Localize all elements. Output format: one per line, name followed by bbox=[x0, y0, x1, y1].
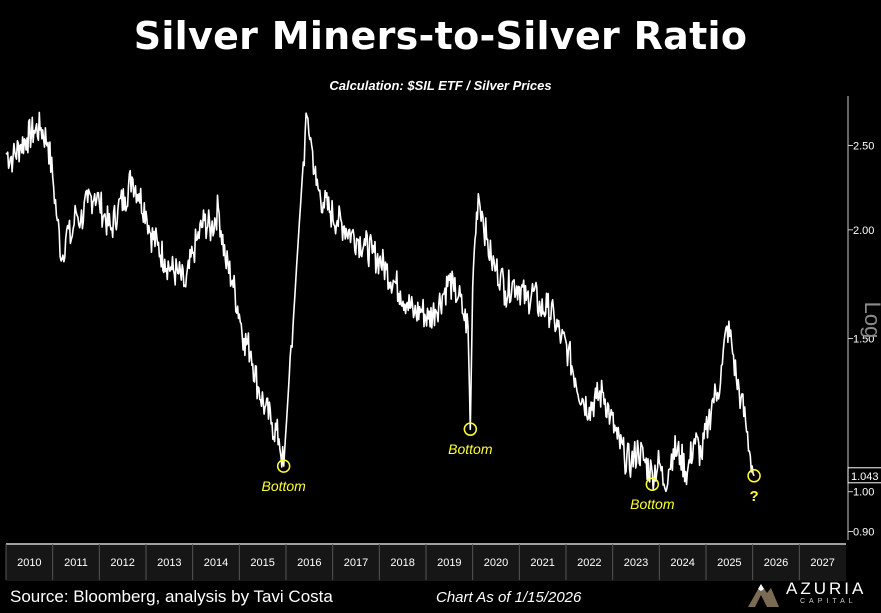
annotations-layer: Bottom Bottom Bottom? bbox=[261, 422, 761, 512]
x-tick-label: 2025 bbox=[717, 557, 741, 569]
x-tick-label: 2016 bbox=[297, 557, 321, 569]
x-tick-label: 2012 bbox=[110, 557, 134, 569]
bottom-marker-circle bbox=[747, 469, 761, 483]
x-tick-label: 2026 bbox=[764, 557, 788, 569]
x-tick-label: 2018 bbox=[390, 557, 414, 569]
y-tick-label: 1.00 bbox=[853, 487, 874, 499]
series-layer bbox=[5, 111, 755, 493]
logo-name: AZURIA bbox=[786, 579, 867, 598]
source-note: Source: Bloomberg, analysis by Tavi Cost… bbox=[10, 587, 333, 606]
logo-subtitle: CAPITAL bbox=[800, 598, 857, 605]
x-tick-label: 2022 bbox=[577, 557, 601, 569]
y-axis: 0.90 1.00 1.50 2.00 2.50 bbox=[848, 141, 874, 539]
bottom-label: Bottom bbox=[448, 441, 493, 457]
x-tick-label: 2010 bbox=[17, 557, 41, 569]
bottom-marker-circle bbox=[276, 459, 291, 473]
x-tick-label: 2027 bbox=[810, 557, 834, 569]
series-line bbox=[5, 111, 755, 493]
x-tick-label: 2014 bbox=[204, 557, 228, 569]
y-tick-label: 2.50 bbox=[853, 141, 874, 153]
y-tick-label: 1.50 bbox=[853, 334, 874, 346]
x-tick-label: 2015 bbox=[250, 557, 274, 569]
x-axis: 2010 2011 2012 2013 2014 2015 2016 2017 2018 2019… bbox=[5, 543, 846, 581]
x-tick-label: 2024 bbox=[670, 557, 694, 569]
last-value-marker: 1.043 bbox=[847, 467, 881, 484]
chart-as-of: Chart As of 1/15/2026 bbox=[436, 589, 582, 606]
plot-area: 0.90 1.00 1.50 2.00 2.50 Bottom Bottom Bottom?… bbox=[5, 96, 881, 540]
bottom-label: Bottom bbox=[630, 496, 675, 512]
x-axis-ticks: 2010 2011 2012 2013 2014 2015 2016 2017 2018 2019… bbox=[5, 544, 835, 580]
y-axis-label: Log bbox=[860, 302, 881, 339]
x-tick-label: 2021 bbox=[530, 557, 554, 569]
bottom-marker-circle bbox=[645, 477, 660, 491]
chart-subtitle: Calculation: $SIL ETF / Silver Prices bbox=[329, 78, 552, 93]
company-logo: AZURIA CAPITAL bbox=[746, 577, 876, 609]
x-tick-label: 2011 bbox=[64, 557, 88, 569]
x-tick-label: 2017 bbox=[344, 557, 368, 569]
bottom-label: Bottom bbox=[261, 478, 306, 494]
question-mark-label: ? bbox=[749, 488, 758, 505]
last-value-label: 1.043 bbox=[851, 471, 879, 483]
last-value-box bbox=[847, 467, 881, 484]
x-tick-label: 2013 bbox=[157, 557, 181, 569]
y-tick-label: 2.00 bbox=[853, 225, 874, 237]
chart-title: Silver Miners-to-Silver Ratio bbox=[133, 14, 748, 58]
y-tick-label: 0.90 bbox=[853, 527, 874, 539]
mountain-logo-icon bbox=[748, 584, 779, 607]
x-tick-label: 2020 bbox=[484, 557, 508, 569]
bottom-marker-circle bbox=[463, 422, 478, 436]
x-tick-label: 2019 bbox=[437, 557, 461, 569]
x-tick-label: 2023 bbox=[624, 557, 648, 569]
